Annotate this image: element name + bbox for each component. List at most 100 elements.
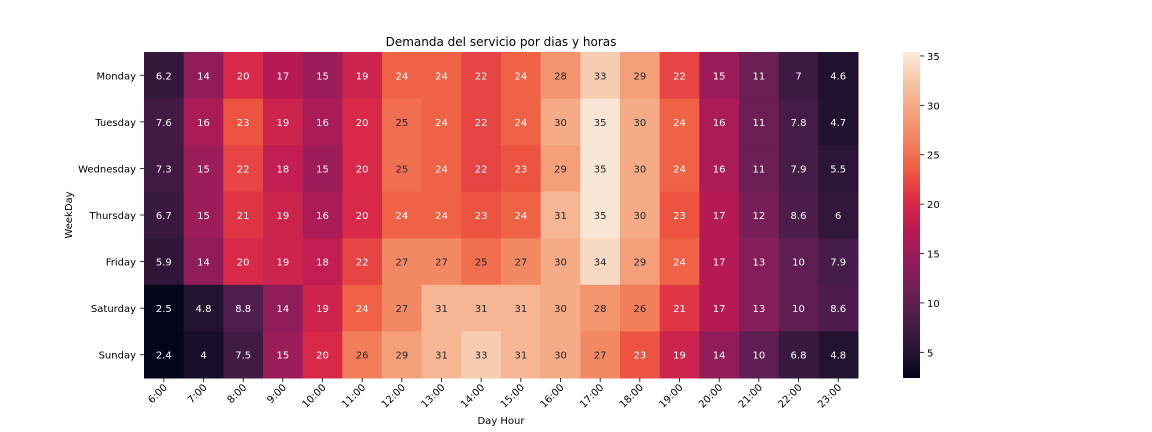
cell-value-label: 20 (356, 118, 369, 129)
heatmap-cell (382, 52, 423, 100)
heatmap-cell (739, 238, 780, 286)
cell-value-label: 31 (435, 304, 448, 315)
cell-value-label: 19 (673, 351, 686, 362)
heatmap-cell (421, 98, 462, 146)
heatmap-cell (818, 284, 859, 332)
heatmap-cell (620, 331, 661, 379)
heatmap-cell (540, 284, 581, 332)
x-tick-label: 21:00 (737, 382, 765, 410)
heatmap-cell (580, 191, 621, 239)
cell-value-label: 4.7 (830, 118, 846, 129)
cell-value-label: 24 (395, 211, 408, 222)
cell-value-label: 20 (356, 211, 369, 222)
cell-value-label: 24 (435, 211, 448, 222)
heatmap-cell (144, 145, 185, 193)
heatmap-cell (620, 284, 661, 332)
heatmap-cell (540, 98, 581, 146)
cell-value-label: 4.8 (196, 304, 212, 315)
heatmap-cell (501, 238, 542, 286)
heatmap-cell (620, 52, 661, 100)
heatmap-cell (778, 284, 819, 332)
cell-value-label: 31 (475, 304, 488, 315)
colorbar-tick-label: 10 (927, 299, 940, 310)
cell-value-label: 4.8 (830, 351, 846, 362)
cell-value-label: 24 (673, 118, 686, 129)
cell-value-label: 30 (633, 164, 646, 175)
heatmap-cell (659, 331, 700, 379)
y-tick-label: Saturday (91, 304, 136, 315)
cell-value-label: 30 (633, 211, 646, 222)
x-tick-label: 13:00 (419, 382, 447, 410)
heatmap-cell (739, 331, 780, 379)
cell-value-label: 7.9 (830, 258, 846, 269)
heatmap-cell (501, 284, 542, 332)
colorbar-tick-label: 5 (927, 348, 933, 359)
y-tick-label: Sunday (99, 351, 136, 362)
colorbar-tick-label: 30 (927, 101, 940, 112)
heatmap-cell (183, 145, 224, 193)
y-tick-label: Friday (106, 258, 136, 269)
heatmap-cell (778, 331, 819, 379)
heatmap-cell (620, 191, 661, 239)
cell-value-label: 24 (435, 71, 448, 82)
cell-value-label: 23 (475, 211, 488, 222)
cell-value-label: 29 (633, 258, 646, 269)
cell-value-label: 31 (514, 304, 527, 315)
cell-value-label: 16 (316, 118, 329, 129)
cell-value-label: 7.6 (156, 118, 172, 129)
cell-value-label: 35 (594, 164, 607, 175)
cell-value-label: 24 (514, 71, 527, 82)
heatmap-cell (183, 191, 224, 239)
cell-value-label: 27 (594, 351, 607, 362)
x-tick-label: 12:00 (380, 382, 408, 410)
heatmap-cell (421, 191, 462, 239)
chart-title: Demanda del servicio por dias y horas (386, 35, 617, 49)
cell-value-label: 8.8 (235, 304, 251, 315)
cell-value-label: 10 (752, 351, 765, 362)
heatmap-cell (342, 98, 383, 146)
y-tick-label: Wednesday (78, 164, 136, 175)
heatmap-cell (382, 98, 423, 146)
cell-value-label: 10 (792, 304, 805, 315)
colorbar-gradient (903, 52, 920, 378)
cell-value-label: 25 (395, 118, 408, 129)
cell-value-label: 19 (276, 258, 289, 269)
heatmap-cell (263, 284, 304, 332)
heatmap-cell (223, 331, 264, 379)
cell-value-label: 27 (395, 258, 408, 269)
heatmap-cell (342, 191, 383, 239)
heatmap-cell (302, 145, 343, 193)
heatmap-cell (144, 191, 185, 239)
heatmap-cell (501, 98, 542, 146)
heatmap-cell (223, 238, 264, 286)
x-tick-label: 14:00 (459, 382, 487, 410)
cell-value-label: 8.6 (830, 304, 846, 315)
colorbar-tick-label: 25 (927, 151, 940, 162)
heatmap-cell (263, 331, 304, 379)
cell-value-label: 25 (475, 258, 488, 269)
heatmap-cell (818, 145, 859, 193)
heatmap-cell (421, 238, 462, 286)
cell-value-label: 7.9 (791, 164, 807, 175)
heatmap-cell (818, 191, 859, 239)
heatmap-cell (659, 191, 700, 239)
heatmap-cell (501, 331, 542, 379)
cell-value-label: 16 (713, 164, 726, 175)
cell-value-label: 10 (792, 258, 805, 269)
cell-value-label: 17 (276, 71, 289, 82)
x-tick-label: 19:00 (657, 382, 685, 410)
heatmap-cell (818, 331, 859, 379)
cell-value-label: 22 (475, 118, 488, 129)
heatmap-cell (461, 145, 502, 193)
heatmap-cell (739, 98, 780, 146)
heatmap-cell (263, 52, 304, 100)
cell-value-label: 34 (594, 258, 607, 269)
heatmap-cell (739, 52, 780, 100)
heatmap-cell (342, 238, 383, 286)
cell-value-label: 14 (276, 304, 289, 315)
heatmap-cell (302, 238, 343, 286)
cell-value-label: 33 (594, 71, 607, 82)
x-tick-label: 15:00 (499, 382, 527, 410)
heatmap-cell (421, 284, 462, 332)
